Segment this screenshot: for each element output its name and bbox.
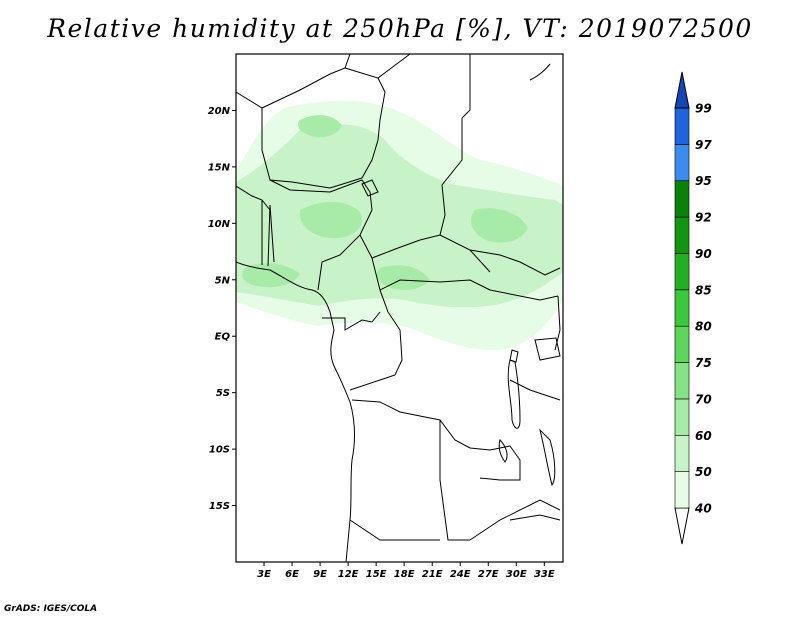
- border-cameroon-car: [359, 234, 389, 313]
- lat-tick-label: EQ: [215, 332, 231, 343]
- humidity-patch-3: [242, 263, 300, 288]
- lon-tick-label: 3E: [257, 569, 271, 580]
- border-drc-angola: [351, 399, 471, 449]
- colorbar-label: 90: [695, 247, 712, 261]
- border-angola-zambia: [439, 420, 470, 541]
- lake-malawi: [539, 428, 556, 487]
- lon-tick-label: 15E: [366, 569, 387, 580]
- colorbar-label: 85: [695, 283, 712, 297]
- colorbar-segment: [674, 107, 690, 145]
- border-benin: [269, 204, 275, 263]
- humidity-patch-1: [299, 202, 362, 239]
- border-egypt-libya: [461, 54, 471, 119]
- lon-tick-label: 12E: [338, 569, 359, 580]
- colorbar-segment: [674, 144, 690, 182]
- colorbar-segment: [674, 216, 690, 254]
- border-zimbabwe: [469, 499, 561, 541]
- colorbar-label: 80: [695, 320, 712, 334]
- colorbar-label: 75: [695, 356, 712, 370]
- lat-tick-label: 20N: [208, 106, 231, 117]
- humidity-band-mid: [236, 124, 563, 308]
- colorbar-segment: [674, 325, 690, 363]
- border-mali-niger: [261, 108, 363, 189]
- lon-tick-label: 30E: [506, 569, 527, 580]
- lat-tick-label: 15S: [209, 501, 230, 512]
- colorbar-top-arrow: [674, 71, 690, 109]
- colorbar-label: 97: [695, 138, 712, 152]
- map-frame: [235, 53, 564, 563]
- border-sudan-south: [469, 249, 561, 276]
- colorbar-segment: [674, 289, 690, 327]
- colorbar-segment: [674, 253, 690, 291]
- colorbar-label: 95: [695, 174, 712, 188]
- colorbar-segment: [674, 398, 690, 436]
- colorbar-label: 92: [695, 211, 712, 225]
- lon-tick-label: 33E: [534, 569, 555, 580]
- lake-tanganyika: [507, 359, 521, 429]
- longitude-axis: 3E 6E 9E 12E 15E 18E 21E 24E 27E 30E 33E: [257, 562, 555, 580]
- border-car-drc: [379, 279, 521, 297]
- lon-tick-label: 24E: [450, 569, 471, 580]
- lon-tick-label: 18E: [394, 569, 415, 580]
- lon-tick-label: 6E: [285, 569, 299, 580]
- colorbar-label: 40: [694, 502, 712, 516]
- border-nigeria-cameroon: [317, 209, 373, 291]
- colorbar-segment: [674, 434, 690, 472]
- border-algeria-niger: [236, 54, 351, 109]
- latitude-axis: 20N 15N 10N 5N EQ 5S 10S 15S: [208, 106, 236, 512]
- border-ghana-togo: [261, 200, 271, 267]
- coast-red-sea: [529, 63, 551, 81]
- border-mozambique: [509, 514, 561, 521]
- colorbar: 40 50 60 70 75 80 85 90 92 95 97 99: [674, 71, 712, 545]
- colorbar-label: 50: [695, 465, 712, 479]
- lat-tick-label: 10S: [209, 445, 230, 456]
- colorbar-label: 99: [695, 102, 712, 116]
- lat-tick-label: 10N: [208, 219, 231, 230]
- border-drc-zambia: [469, 445, 521, 481]
- border-libya-chad: [377, 54, 411, 79]
- colorbar-label: 60: [695, 429, 712, 443]
- border-congo-drc: [349, 311, 403, 391]
- map-title: Relative humidity at 250hPa [%], VT: 201…: [47, 14, 753, 43]
- lat-tick-label: 5N: [215, 275, 231, 286]
- humidity-field: [236, 100, 563, 351]
- lake-chad: [361, 179, 379, 197]
- lat-tick-label: 15N: [208, 162, 231, 173]
- colorbar-segment: [674, 180, 690, 218]
- humidity-patch-2: [470, 208, 528, 243]
- border-congo-gabon: [322, 311, 381, 331]
- coastline-west: [236, 261, 355, 562]
- border-south-sudan-uganda: [519, 295, 559, 301]
- credit-text: GrADS: IGES/COLA: [4, 604, 98, 614]
- humidity-patch-5: [298, 115, 342, 138]
- lake-mweru: [498, 439, 508, 463]
- colorbar-segment: [674, 471, 690, 509]
- colorbar-segment: [674, 362, 690, 400]
- lon-tick-label: 21E: [422, 569, 443, 580]
- colorbar-label: 70: [695, 392, 712, 406]
- border-tanzania: [509, 379, 561, 401]
- lake-victoria: [534, 337, 561, 361]
- border-chad-car: [371, 234, 491, 273]
- humidity-patch-4: [376, 265, 430, 290]
- political-boundaries: [236, 54, 561, 562]
- lake-kivu: [509, 349, 519, 363]
- lat-tick-label: 5S: [216, 388, 230, 399]
- border-burkina: [236, 185, 271, 211]
- colorbar-bottom-arrow: [674, 507, 690, 545]
- border-uganda-kenya: [554, 295, 561, 351]
- border-namibia: [349, 519, 440, 541]
- border-chad-sudan: [439, 118, 463, 236]
- lon-tick-label: 27E: [478, 569, 499, 580]
- lon-tick-label: 9E: [313, 569, 327, 580]
